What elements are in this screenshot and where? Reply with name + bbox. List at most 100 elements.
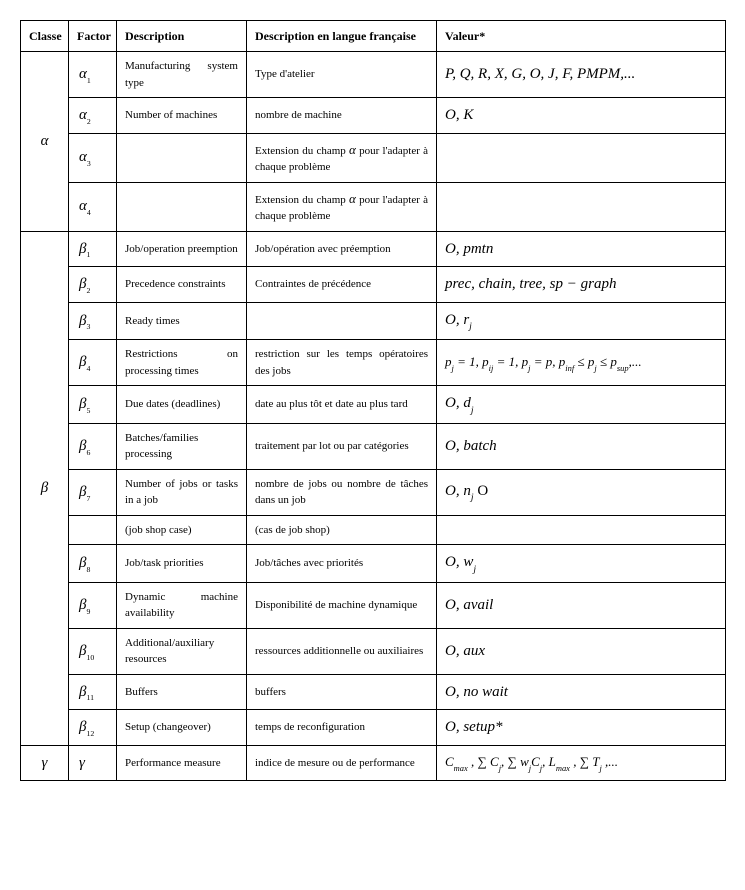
factor-cell: β3 [69, 302, 117, 340]
valeur-cell: O, pmtn [437, 231, 726, 267]
valeur-cell: pj = 1, pij = 1, pj = p, pinf ≤ pj ≤ psu… [437, 340, 726, 386]
table-row: β8Job/task prioritiesJob/tâches avec pri… [21, 545, 726, 583]
description-cell: Setup (changeover) [117, 710, 247, 746]
valeur-cell: O, aux [437, 628, 726, 674]
valeur-cell [437, 515, 726, 545]
description-cell: Restrictions on processing times [117, 340, 247, 386]
description-fr-cell: nombre de jobs ou nombre de tâches dans … [247, 469, 437, 515]
description-cell [117, 133, 247, 182]
description-fr-cell: restriction sur les temps opératoires de… [247, 340, 437, 386]
description-fr-cell: nombre de machine [247, 98, 437, 134]
description-cell: Due dates (deadlines) [117, 386, 247, 424]
table-row: α2Number of machinesnombre de machineO, … [21, 98, 726, 134]
description-cell: Batches/families processing [117, 423, 247, 469]
table-row: β10Additional/auxiliary resourcesressour… [21, 628, 726, 674]
notation-table: Classe Factor Description Description en… [20, 20, 726, 781]
valeur-cell: Cmax , ∑ Cj, ∑ wjCj, Lmax , ∑ Tj ,... [437, 745, 726, 781]
description-cell: Job/operation preemption [117, 231, 247, 267]
description-cell: (job shop case) [117, 515, 247, 545]
factor-cell: β9 [69, 582, 117, 628]
description-fr-cell: Extension du champ α pour l'adapter à ch… [247, 182, 437, 231]
valeur-cell: O, rj [437, 302, 726, 340]
table-row: (job shop case)(cas de job shop) [21, 515, 726, 545]
description-cell: Additional/auxiliary resources [117, 628, 247, 674]
table-row: β2Precedence constraintsContraintes de p… [21, 267, 726, 303]
valeur-cell: O, avail [437, 582, 726, 628]
valeur-cell: prec, chain, tree, sp − graph [437, 267, 726, 303]
description-cell: Buffers [117, 674, 247, 710]
description-fr-cell: Job/opération avec préemption [247, 231, 437, 267]
factor-cell: α3 [69, 133, 117, 182]
description-cell: Manufacturing system type [117, 52, 247, 98]
valeur-cell [437, 133, 726, 182]
factor-cell: β12 [69, 710, 117, 746]
description-cell: Ready times [117, 302, 247, 340]
valeur-cell [437, 182, 726, 231]
factor-cell: β7 [69, 469, 117, 515]
hdr-factor: Factor [69, 21, 117, 52]
classe-cell: α [21, 52, 69, 232]
valeur-cell: O, dj [437, 386, 726, 424]
factor-cell: γ [69, 745, 117, 781]
description-cell: Number of machines [117, 98, 247, 134]
description-fr-cell: Extension du champ α pour l'adapter à ch… [247, 133, 437, 182]
valeur-cell: O, batch [437, 423, 726, 469]
hdr-valeur: Valeur* [437, 21, 726, 52]
table-row: ββ1Job/operation preemptionJob/opération… [21, 231, 726, 267]
factor-cell: β4 [69, 340, 117, 386]
factor-cell: α2 [69, 98, 117, 134]
description-fr-cell: Type d'atelier [247, 52, 437, 98]
classe-cell: γ [21, 745, 69, 781]
valeur-cell: O, K [437, 98, 726, 134]
table-body: αα1Manufacturing system typeType d'ateli… [21, 52, 726, 781]
factor-cell: β1 [69, 231, 117, 267]
classe-cell: β [21, 231, 69, 745]
valeur-cell: O, nj O [437, 469, 726, 515]
hdr-classe: Classe [21, 21, 69, 52]
table-row: β11BuffersbuffersO, no wait [21, 674, 726, 710]
description-cell: Job/task priorities [117, 545, 247, 583]
table-row: β9Dynamic machine availabilityDisponibil… [21, 582, 726, 628]
valeur-cell: P, Q, R, X, G, O, J, F, PMPM,... [437, 52, 726, 98]
description-cell: Number of jobs or tasks in a job [117, 469, 247, 515]
valeur-cell: O, setup* [437, 710, 726, 746]
table-row: β5Due dates (deadlines)date au plus tôt … [21, 386, 726, 424]
factor-cell [69, 515, 117, 545]
table-row: β4Restrictions on processing timesrestri… [21, 340, 726, 386]
table-row: β12Setup (changeover)temps de reconfigur… [21, 710, 726, 746]
factor-cell: β2 [69, 267, 117, 303]
table-row: γγPerformance measureindice de mesure ou… [21, 745, 726, 781]
description-fr-cell: Job/tâches avec priorités [247, 545, 437, 583]
table-row: β7Number of jobs or tasks in a jobnombre… [21, 469, 726, 515]
factor-cell: β6 [69, 423, 117, 469]
description-fr-cell: indice de mesure ou de performance [247, 745, 437, 781]
description-fr-cell: temps de reconfiguration [247, 710, 437, 746]
description-cell: Performance measure [117, 745, 247, 781]
valeur-cell: O, no wait [437, 674, 726, 710]
table-row: α3 Extension du champ α pour l'adapter à … [21, 133, 726, 182]
description-fr-cell: date au plus tôt et date au plus tard [247, 386, 437, 424]
hdr-description-fr: Description en langue française [247, 21, 437, 52]
description-fr-cell [247, 302, 437, 340]
factor-cell: α4 [69, 182, 117, 231]
description-fr-cell: ressources additionnelle ou auxiliaires [247, 628, 437, 674]
factor-cell: β8 [69, 545, 117, 583]
description-cell: Dynamic machine availability [117, 582, 247, 628]
description-fr-cell: (cas de job shop) [247, 515, 437, 545]
description-cell: Precedence constraints [117, 267, 247, 303]
description-fr-cell: Disponibilité de machine dynamique [247, 582, 437, 628]
factor-cell: β10 [69, 628, 117, 674]
table-header: Classe Factor Description Description en… [21, 21, 726, 52]
description-fr-cell: buffers [247, 674, 437, 710]
table-row: α4 Extension du champ α pour l'adapter à … [21, 182, 726, 231]
hdr-description: Description [117, 21, 247, 52]
valeur-cell: O, wj [437, 545, 726, 583]
table-row: β3Ready times O, rj [21, 302, 726, 340]
description-cell [117, 182, 247, 231]
factor-cell: β11 [69, 674, 117, 710]
factor-cell: α1 [69, 52, 117, 98]
description-fr-cell: Contraintes de précédence [247, 267, 437, 303]
factor-cell: β5 [69, 386, 117, 424]
table-row: β6Batches/families processingtraitement … [21, 423, 726, 469]
description-fr-cell: traitement par lot ou par catégories [247, 423, 437, 469]
